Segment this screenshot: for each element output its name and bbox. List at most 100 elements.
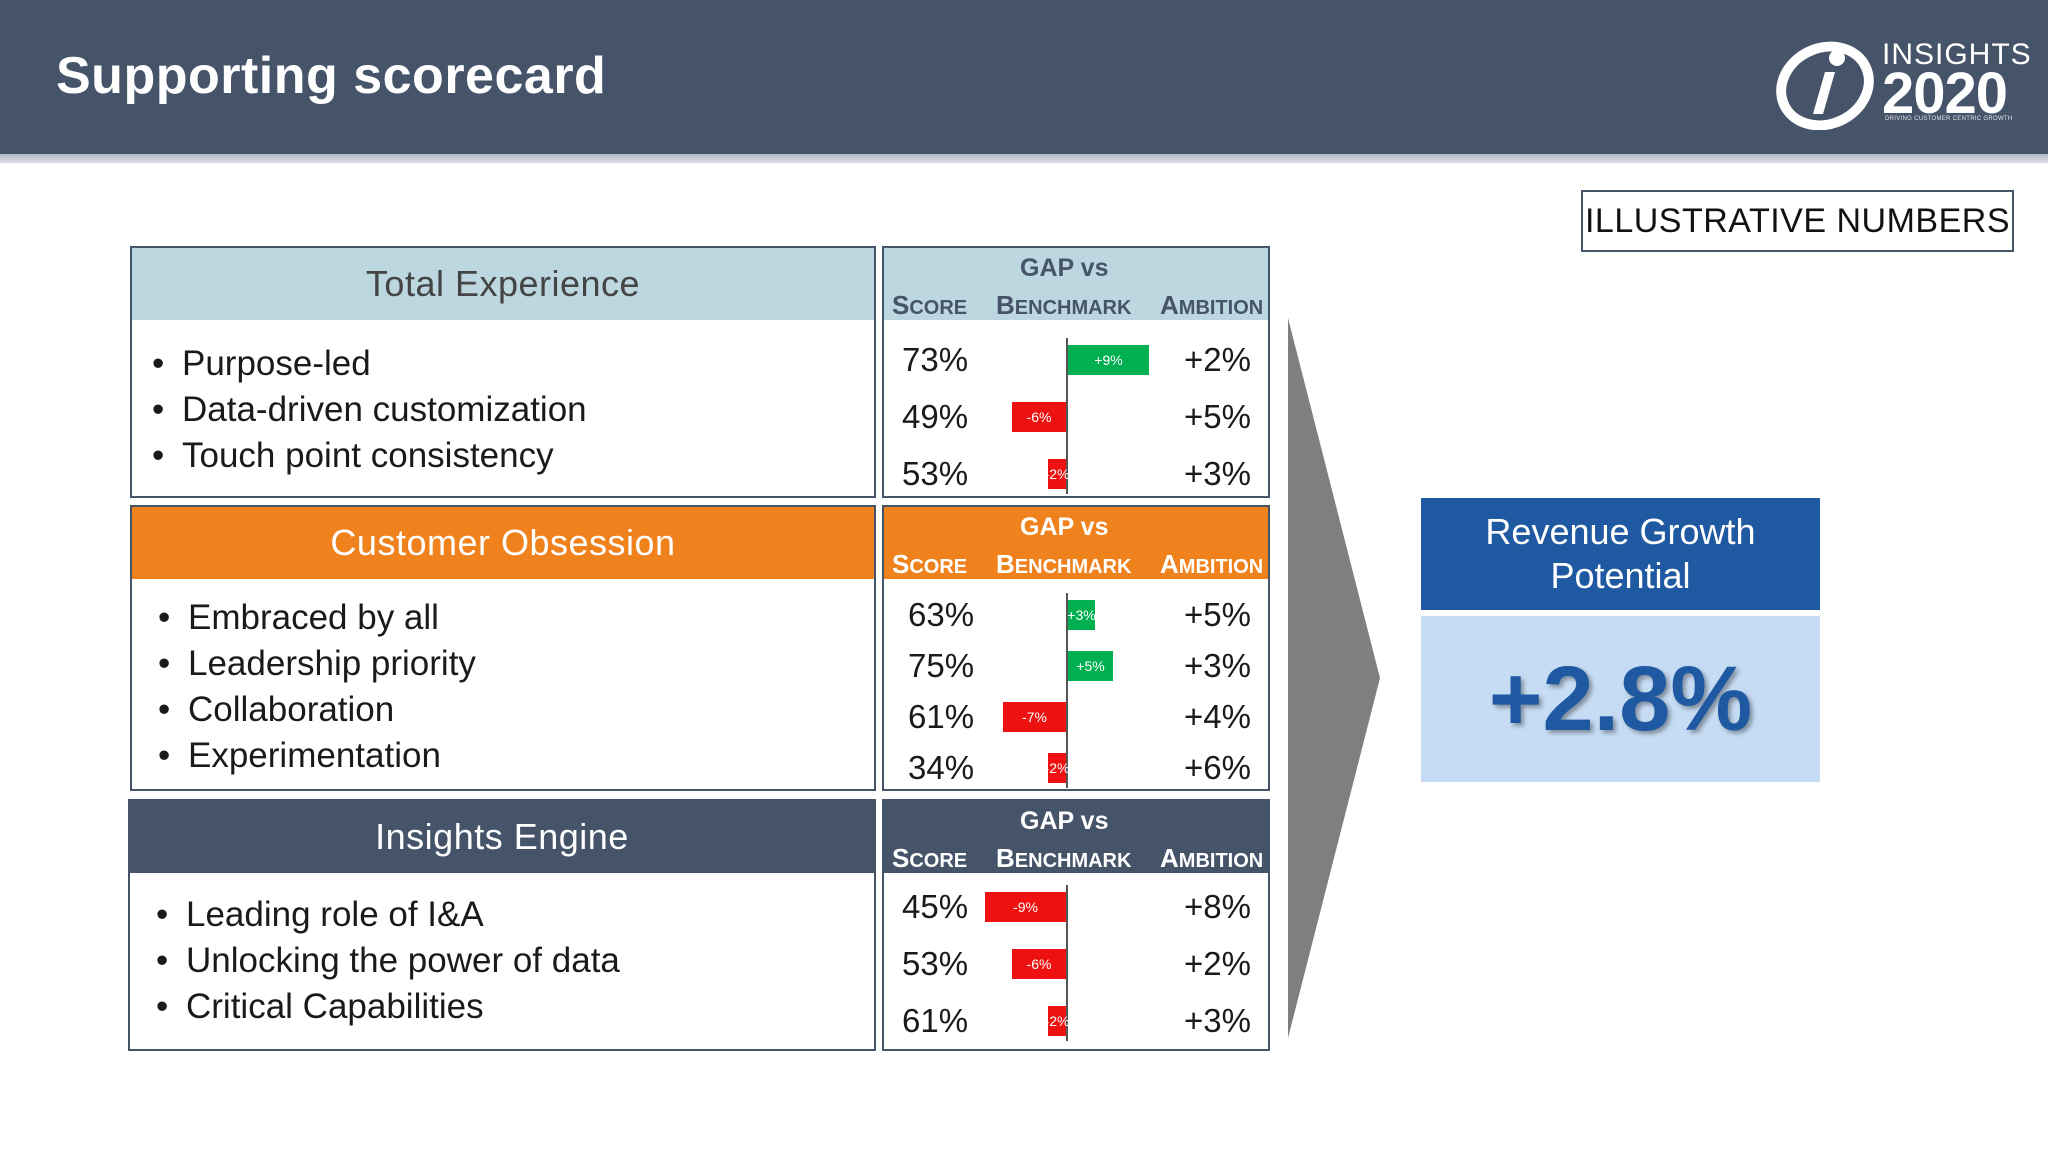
gap-bar-positive: +9% xyxy=(1068,345,1149,375)
section-metrics-panel: GAP vs SCORE BENCHMARK AMBITION 45% +8% -9% 53%… xyxy=(882,799,1270,1051)
gap-bar-negative: -9% xyxy=(985,892,1066,922)
benchmark-axis-line xyxy=(1066,593,1068,788)
bullet-text: Leading role of I&A xyxy=(186,895,484,934)
score-column-header: SCORE xyxy=(892,843,968,873)
header-bar xyxy=(0,0,2048,154)
bullet-item: • Leading role of I&A xyxy=(156,892,620,938)
ambition-value: +3% xyxy=(1184,455,1251,492)
section-bullets: • Leading role of I&A • Unlocking the power… xyxy=(156,892,620,1030)
bullet-dot-icon: • xyxy=(158,644,171,683)
bullet-text: Unlocking the power of data xyxy=(186,941,620,980)
score-value: 53% xyxy=(902,455,969,492)
ambition-value: +3% xyxy=(1184,1002,1251,1039)
ambition-column-header: AMBITION xyxy=(1160,290,1264,320)
bullet-dot-icon: • xyxy=(152,436,165,475)
bullet-dot-icon: • xyxy=(156,895,169,934)
bullet-text: Data-driven customization xyxy=(182,390,587,429)
logo-word: INSIGHTS xyxy=(1882,38,2032,71)
insights-2020-logo: INSIGHTS 2020 DRIVING CUSTOMER CENTRIC G… xyxy=(1775,36,2031,130)
logo-year: 2020 xyxy=(1882,61,2008,126)
bullet-item: • Experimentation xyxy=(158,733,476,779)
bullet-text: Critical Capabilities xyxy=(186,987,484,1026)
logo-tagline: DRIVING CUSTOMER CENTRIC GROWTH xyxy=(1885,116,2013,122)
score-value: 63% xyxy=(908,596,975,633)
score-value: 45% xyxy=(902,888,969,925)
gap-header-line1: GAP vs xyxy=(1020,807,1109,835)
chevron-arrow-icon xyxy=(1288,318,1380,1038)
i-circle-logo-icon xyxy=(1776,41,1874,130)
page-title: Supporting scorecard xyxy=(56,47,607,105)
gap-bar-negative: -2% xyxy=(1045,1006,1069,1036)
revenue-value-box: +2.8% xyxy=(1421,616,1820,782)
section-metrics-panel: GAP vs SCORE BENCHMARK AMBITION 63% +5% +3% 75%… xyxy=(882,505,1270,791)
section-title: Customer Obsession xyxy=(132,507,874,579)
metrics-header: GAP vs SCORE BENCHMARK AMBITION xyxy=(884,507,1268,579)
bullet-text: Collaboration xyxy=(188,690,395,729)
section-title: Total Experience xyxy=(132,248,874,320)
section-panel: Customer Obsession xyxy=(130,505,876,791)
benchmark-column-header: BENCHMARK xyxy=(996,843,1132,873)
bullet-text: Experimentation xyxy=(188,736,441,775)
bullet-text: Purpose-led xyxy=(182,344,371,383)
revenue-growth-title: Revenue Growth Potential xyxy=(1421,498,1820,610)
gap-header-line1: GAP vs xyxy=(1020,513,1109,541)
section-panel: Total Experience xyxy=(130,246,876,498)
gap-bar-negative: -6% xyxy=(1012,402,1066,432)
bullet-item: • Critical Capabilities xyxy=(156,984,620,1030)
ambition-value: +2% xyxy=(1184,341,1251,378)
section-panel: Insights Engine xyxy=(128,799,876,1051)
bullet-item: • Embraced by all xyxy=(158,595,476,641)
metrics-header: GAP vs SCORE BENCHMARK AMBITION xyxy=(884,248,1268,320)
benchmark-column-header: BENCHMARK xyxy=(996,290,1132,320)
bullet-item: • Purpose-led xyxy=(152,341,587,387)
ambition-column-header: AMBITION xyxy=(1160,549,1264,579)
gap-bar-positive: +3% xyxy=(1067,600,1096,630)
revenue-growth-value: +2.8% xyxy=(1488,647,1753,750)
bullet-item: • Leadership priority xyxy=(158,641,476,687)
bullet-dot-icon: • xyxy=(156,987,169,1026)
header-divider xyxy=(0,154,2048,163)
bullet-dot-icon: • xyxy=(158,736,171,775)
section-bullets: • Purpose-led • Data-driven customization • T… xyxy=(152,341,587,479)
ambition-value: +6% xyxy=(1184,749,1251,786)
bullet-text: Leadership priority xyxy=(188,644,476,683)
section-bullets: • Embraced by all • Leadership priority • Col… xyxy=(158,595,476,779)
ambition-value: +5% xyxy=(1184,398,1251,435)
bullet-item: • Touch point consistency xyxy=(152,433,587,479)
score-value: 49% xyxy=(902,398,969,435)
bullet-item: • Unlocking the power of data xyxy=(156,938,620,984)
score-value: 61% xyxy=(908,698,975,735)
gap-bar-negative: -7% xyxy=(1003,702,1066,732)
score-value: 75% xyxy=(908,647,975,684)
bullet-dot-icon: • xyxy=(158,598,171,637)
bullet-dot-icon: • xyxy=(156,941,169,980)
gap-bar-negative: -2% xyxy=(1045,753,1069,783)
benchmark-column-header: BENCHMARK xyxy=(996,549,1132,579)
ambition-value: +2% xyxy=(1184,945,1251,982)
section-title: Insights Engine xyxy=(130,801,874,873)
metrics-header: GAP vs SCORE BENCHMARK AMBITION xyxy=(884,801,1268,873)
ambition-value: +8% xyxy=(1184,888,1251,925)
revenue-title-line2: Potential xyxy=(1550,555,1691,596)
bullet-dot-icon: • xyxy=(158,690,171,729)
ambition-value: +4% xyxy=(1184,698,1251,735)
score-value: 53% xyxy=(902,945,969,982)
bullet-item: • Collaboration xyxy=(158,687,476,733)
score-value: 73% xyxy=(902,341,969,378)
score-value: 34% xyxy=(908,749,975,786)
ambition-value: +5% xyxy=(1184,596,1251,633)
bullet-item: • Data-driven customization xyxy=(152,387,587,433)
bullet-text: Touch point consistency xyxy=(182,436,554,475)
ambition-value: +3% xyxy=(1184,647,1251,684)
gap-bar-negative: -6% xyxy=(1012,949,1066,979)
revenue-title-line1: Revenue Growth xyxy=(1485,511,1756,552)
score-value: 61% xyxy=(902,1002,969,1039)
gap-header-line1: GAP vs xyxy=(1020,254,1109,282)
gap-bar-positive: +5% xyxy=(1068,651,1113,681)
ambition-column-header: AMBITION xyxy=(1160,843,1264,873)
illustrative-badge: ILLUSTRATIVE NUMBERS xyxy=(1581,190,2014,252)
benchmark-axis-line xyxy=(1066,338,1068,494)
bullet-dot-icon: • xyxy=(152,390,165,429)
score-column-header: SCORE xyxy=(892,290,968,320)
score-column-header: SCORE xyxy=(892,549,968,579)
